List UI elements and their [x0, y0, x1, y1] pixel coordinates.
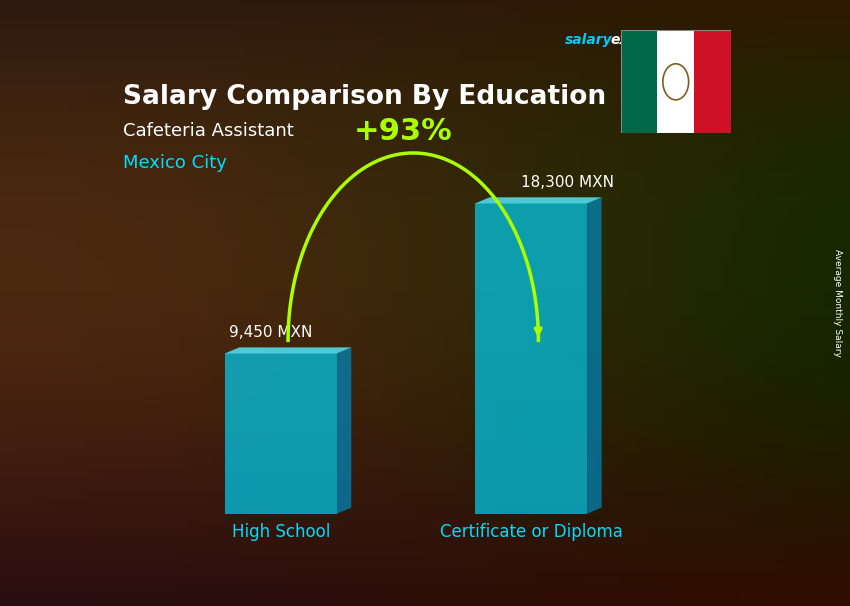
Bar — [694, 30, 731, 133]
Polygon shape — [587, 198, 602, 514]
Text: Salary Comparison By Education: Salary Comparison By Education — [122, 84, 606, 110]
Text: salary: salary — [565, 33, 613, 47]
Polygon shape — [475, 204, 587, 514]
Polygon shape — [475, 198, 602, 204]
Text: +93%: +93% — [354, 117, 453, 146]
Text: 18,300 MXN: 18,300 MXN — [521, 175, 614, 190]
Bar — [620, 30, 657, 133]
Polygon shape — [224, 353, 337, 514]
Text: High School: High School — [232, 523, 330, 541]
Text: explorer.com: explorer.com — [610, 33, 711, 47]
Bar — [657, 30, 694, 133]
Text: Mexico City: Mexico City — [122, 155, 227, 172]
Text: 9,450 MXN: 9,450 MXN — [230, 325, 313, 341]
Polygon shape — [224, 347, 351, 353]
Text: Certificate or Diploma: Certificate or Diploma — [439, 523, 622, 541]
Polygon shape — [337, 347, 351, 514]
Text: Average Monthly Salary: Average Monthly Salary — [833, 249, 842, 357]
Text: Cafeteria Assistant: Cafeteria Assistant — [122, 122, 293, 140]
